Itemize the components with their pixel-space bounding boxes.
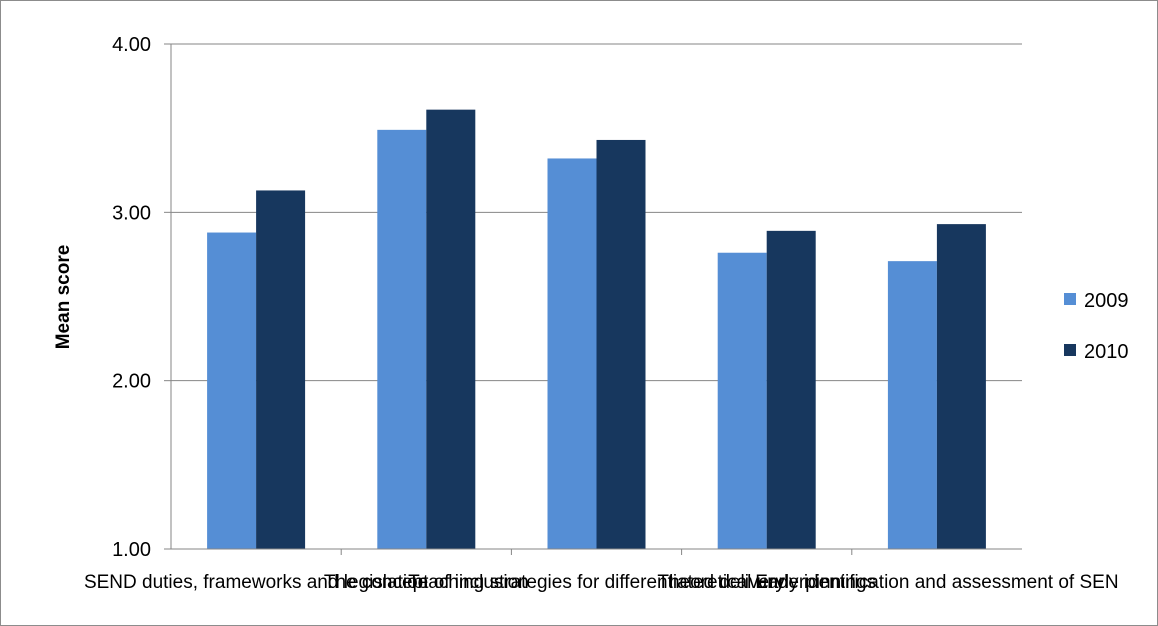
bar-2010-2 [426,109,476,550]
y-tick-label: 4.00 [112,34,151,56]
legend: 2009 2010 [1064,290,1129,363]
y-tick-label: 3.00 [112,202,151,224]
category-label: Teaching strategies for differentiated d… [408,572,785,593]
bar-2009-3 [547,158,597,549]
bar-2009-5 [887,261,937,549]
legend-label-2010: 2010 [1084,341,1129,363]
bar-2010-5 [936,224,986,549]
y-tick-label: 1.00 [112,539,151,561]
bar-2009-4 [717,252,767,549]
bar-2010-4 [766,230,816,549]
category-label: SEND duties, frameworks and legislation [84,572,428,593]
bar-2009-1 [207,232,257,550]
axes: 1.00 2.00 3.00 4.00 SEND duties, frameworks … [84,34,1119,593]
y-axis-title: Mean score [53,245,74,350]
legend-label-2009: 2009 [1084,290,1129,312]
bar-2010-1 [256,190,306,549]
bar-2010-3 [596,139,646,549]
category-label: The concept of inclusion [324,572,529,593]
legend-swatch-2010 [1064,344,1076,356]
category-label: Early identification and assessment of S… [755,572,1118,593]
bar-2009-2 [377,129,427,549]
legend-swatch-2009 [1064,293,1076,305]
y-tick-label: 2.00 [112,371,151,393]
bars [207,109,986,550]
category-label: Theoretical underpinnings [657,572,876,593]
